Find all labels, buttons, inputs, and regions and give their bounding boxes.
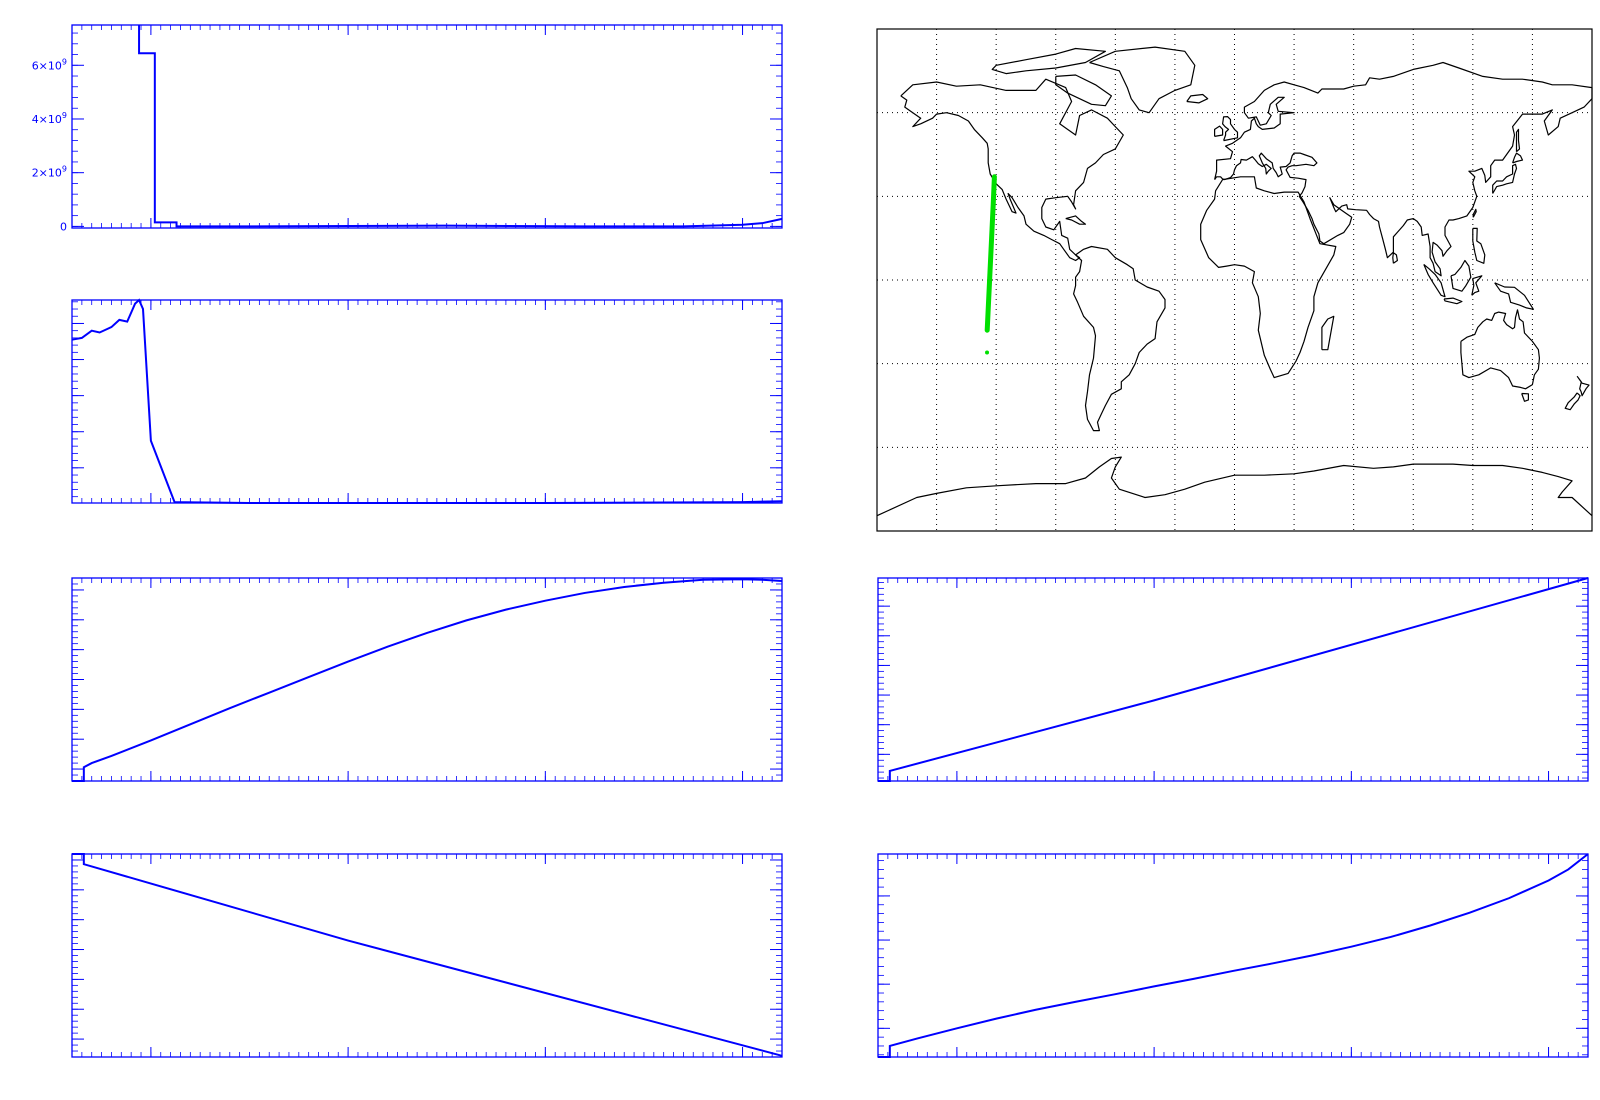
hokkaido-coastline (1512, 152, 1524, 164)
new-zealand-north-coastline (1576, 375, 1590, 397)
arctic-islands-coastline (991, 47, 1107, 75)
mza-panel (71, 853, 783, 1058)
japan-coastline (1492, 163, 1518, 194)
new-guinea-coastline (1494, 282, 1535, 310)
uv_ratio-series-line (71, 298, 783, 504)
y-tick-label: 0 (60, 220, 67, 233)
plot-frame (71, 24, 783, 229)
taiwan-coastline (1472, 208, 1477, 218)
lat-series-line (878, 577, 1589, 782)
antarctica-coastline (876, 456, 1593, 517)
lon-series-line (878, 853, 1589, 1058)
sulawesi-coastline (1471, 275, 1483, 296)
y-tick-label-base: 4×10 (32, 113, 62, 126)
iceland-coastline (1186, 93, 1209, 104)
track-start-marker (985, 350, 990, 355)
lat-panel (877, 577, 1589, 782)
uv_ratio-panel (71, 298, 783, 504)
uv-series-line (138, 25, 783, 228)
lon-panel (877, 853, 1589, 1058)
sumatra-coastline (1423, 263, 1446, 298)
south-america-coastline (1072, 245, 1166, 432)
eurasia-coastline (1214, 61, 1593, 277)
baffin-island-coastline (1055, 74, 1113, 107)
y-tick-label-exp: 9 (62, 57, 67, 66)
philippines-coastline (1472, 227, 1486, 264)
sza-series-line (72, 578, 783, 782)
mza-series-line (72, 853, 783, 1057)
cuba-coastline (1065, 215, 1087, 225)
y-tick-label-base: 2×10 (32, 167, 62, 180)
great-britain-coastline (1221, 115, 1239, 142)
sza-panel (71, 577, 783, 782)
tasmania-coastline (1521, 392, 1530, 402)
sakhalin-coastline (1515, 128, 1521, 153)
y-tick-label: 2×109 (32, 165, 67, 180)
africa-coastline (1200, 176, 1337, 379)
greenland-coastline (1089, 46, 1196, 114)
y-tick-label-base: 6×10 (32, 59, 62, 72)
madagascar-coastline (1321, 315, 1335, 351)
y-tick-label-base: 0 (60, 220, 67, 233)
y-tick-label: 4×109 (32, 111, 67, 126)
ireland-coastline (1213, 125, 1224, 137)
new-zealand-south-coastline (1564, 392, 1581, 411)
plot-frame (877, 853, 1589, 1058)
borneo-coastline (1450, 259, 1472, 292)
plot-frame (71, 577, 783, 782)
java-coastline (1443, 297, 1463, 305)
sri-lanka-coastline (1392, 252, 1399, 264)
plot-frame (71, 299, 783, 504)
ground-track-line (984, 174, 997, 333)
y-tick-label-exp: 9 (62, 165, 67, 174)
y-tick-label: 6×109 (32, 57, 67, 72)
australia-coastline (1460, 309, 1541, 390)
world-map-panel (876, 28, 1593, 532)
y-tick-label-exp: 9 (62, 111, 67, 120)
